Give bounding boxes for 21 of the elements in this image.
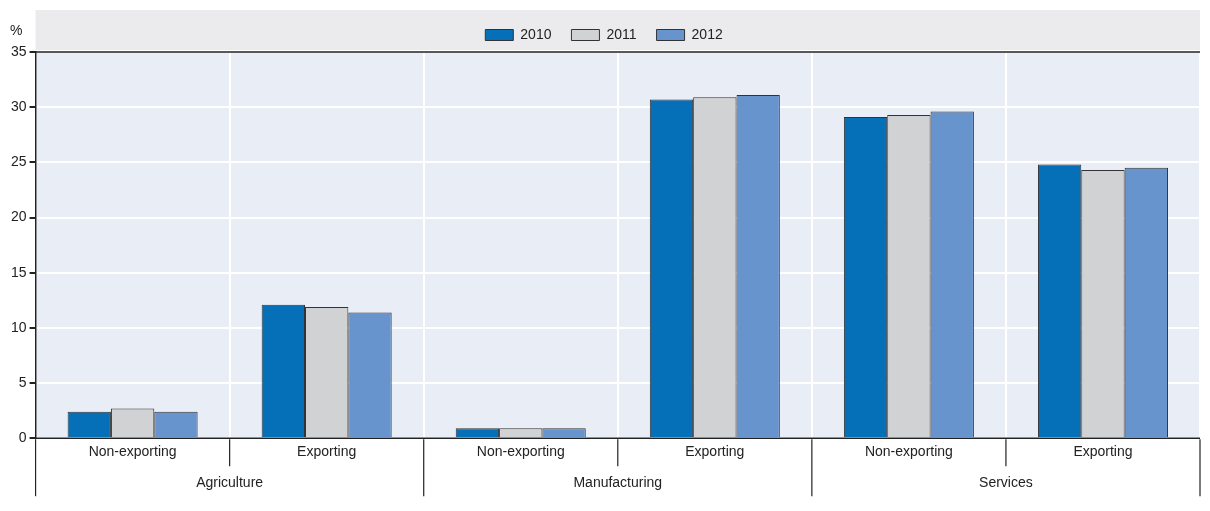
legend-label: 2012	[691, 25, 723, 42]
y-tick-label: 35	[10, 42, 27, 59]
x-tick-label: Exporting	[685, 443, 745, 460]
y-tick-label: 0	[18, 429, 27, 446]
x-tick-label: Non-exporting	[476, 443, 565, 460]
y-tick-label: 20	[10, 208, 27, 225]
text: Manufacturing	[573, 474, 663, 491]
legend-label: 2010	[520, 25, 552, 42]
y-axis-title: %	[10, 21, 23, 38]
x-tick-label: Non-exporting	[864, 443, 953, 460]
y-tick-label: 30	[10, 98, 27, 115]
x-tick-label: Exporting	[297, 443, 357, 460]
legend-label: 2011	[606, 25, 637, 42]
y-tick-label: 5	[18, 373, 27, 390]
x-tick-label: Non-exporting	[88, 443, 177, 460]
y-tick-label: 15	[10, 263, 27, 280]
text: Agriculture	[196, 474, 264, 491]
x-tick-label: Exporting	[1073, 443, 1133, 460]
y-tick-label: 25	[10, 153, 27, 170]
y-tick-label: 10	[10, 318, 27, 335]
text: Services	[979, 474, 1033, 491]
